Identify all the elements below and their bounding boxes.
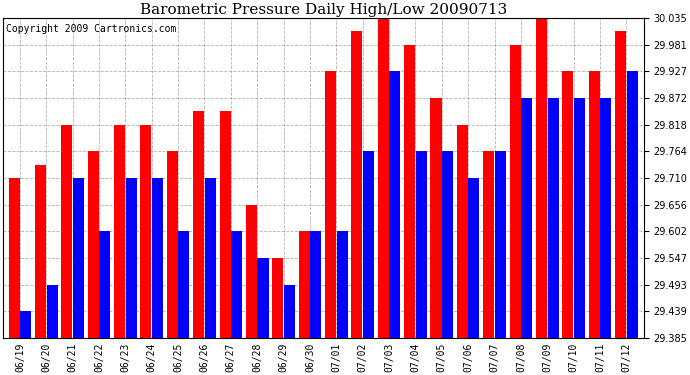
Bar — [310, 231, 322, 338]
Bar — [509, 45, 521, 338]
Bar — [8, 178, 19, 338]
Bar — [35, 165, 46, 338]
Bar — [495, 152, 506, 338]
Bar — [404, 45, 415, 338]
Bar — [469, 178, 480, 338]
Bar — [548, 98, 559, 338]
Bar — [46, 285, 58, 338]
Bar — [140, 125, 152, 338]
Bar — [627, 71, 638, 338]
Bar — [246, 204, 257, 338]
Title: Barometric Pressure Daily High/Low 20090713: Barometric Pressure Daily High/Low 20090… — [139, 3, 506, 17]
Bar — [219, 111, 230, 338]
Bar — [363, 152, 374, 338]
Bar — [589, 71, 600, 338]
Bar — [205, 178, 216, 338]
Text: Copyright 2009 Cartronics.com: Copyright 2009 Cartronics.com — [6, 24, 177, 34]
Bar — [114, 125, 125, 338]
Bar — [574, 98, 585, 338]
Bar — [257, 258, 268, 338]
Bar — [284, 285, 295, 338]
Bar — [73, 178, 84, 338]
Bar — [389, 71, 400, 338]
Bar — [88, 152, 99, 338]
Bar — [351, 31, 362, 338]
Bar — [179, 231, 190, 338]
Bar — [442, 152, 453, 338]
Bar — [152, 178, 163, 338]
Bar — [431, 98, 442, 338]
Bar — [377, 18, 388, 338]
Bar — [483, 152, 494, 338]
Bar — [193, 111, 204, 338]
Bar — [615, 31, 626, 338]
Bar — [299, 231, 310, 338]
Bar — [126, 178, 137, 338]
Bar — [231, 231, 242, 338]
Bar — [20, 311, 31, 338]
Bar — [167, 152, 178, 338]
Bar — [61, 125, 72, 338]
Bar — [600, 98, 611, 338]
Bar — [273, 258, 284, 338]
Bar — [99, 231, 110, 338]
Bar — [415, 152, 426, 338]
Bar — [562, 71, 573, 338]
Bar — [521, 98, 532, 338]
Bar — [337, 231, 348, 338]
Bar — [536, 18, 547, 338]
Bar — [325, 71, 336, 338]
Bar — [457, 125, 468, 338]
